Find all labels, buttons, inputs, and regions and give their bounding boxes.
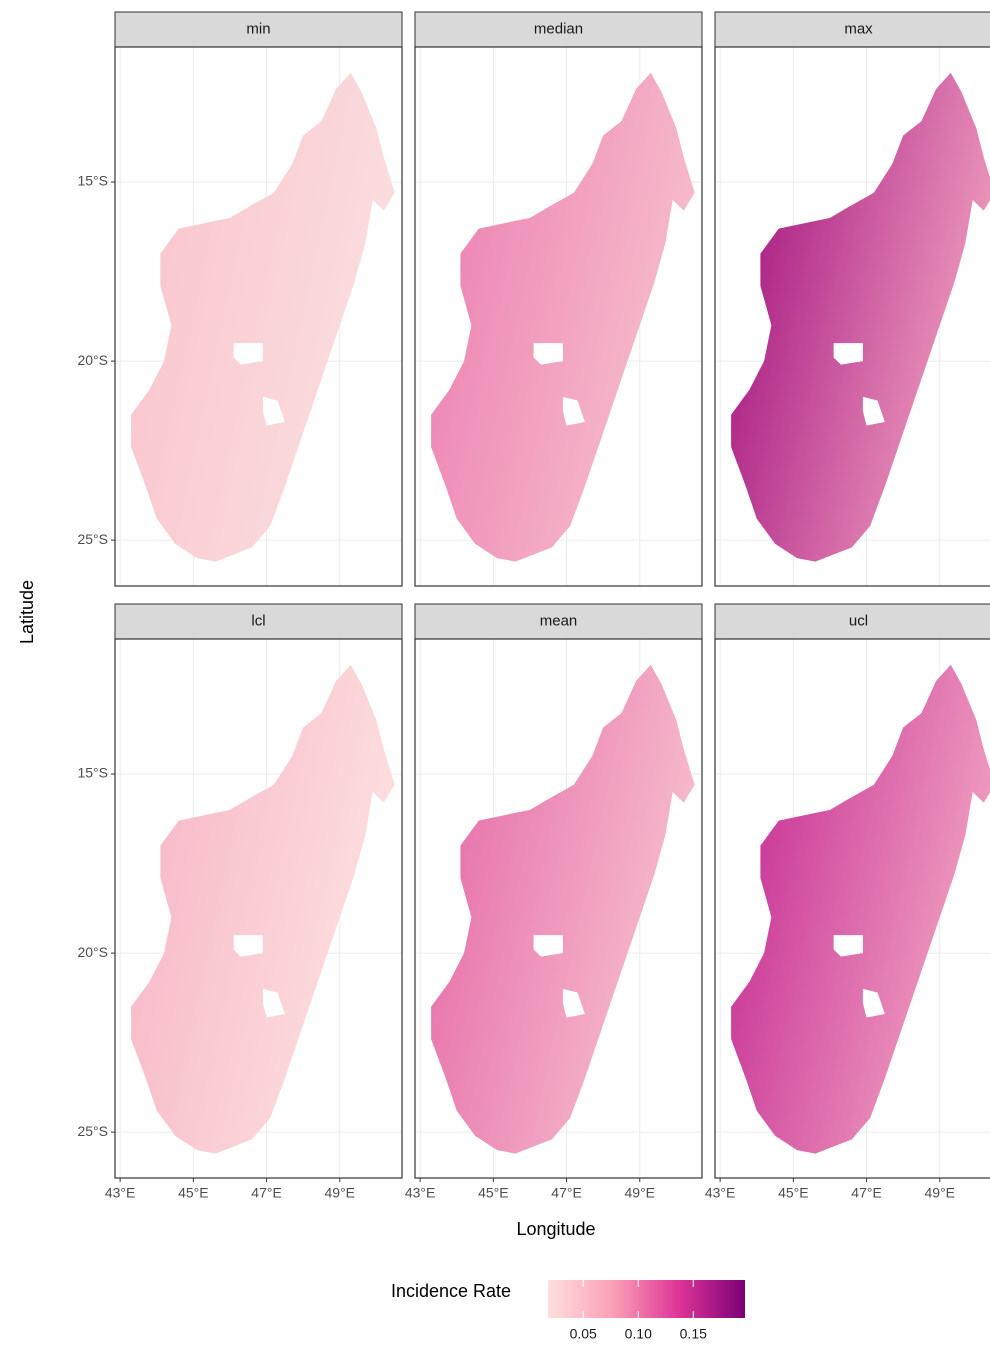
y-tick-label: 15°S xyxy=(77,765,108,781)
lake xyxy=(834,343,863,364)
page: Latitude Longitude Incidence Rate min 15°… xyxy=(0,0,990,1359)
x-tick-label: 43°E xyxy=(105,1185,136,1201)
y-tick-label: 25°S xyxy=(77,531,108,547)
strip-label: median xyxy=(534,20,583,37)
x-tick-label: 43°E xyxy=(705,1185,736,1201)
x-tick-label: 47°E xyxy=(251,1185,282,1201)
lake xyxy=(234,935,263,956)
x-tick-label: 45°E xyxy=(178,1185,209,1201)
x-tick-label: 45°E xyxy=(478,1185,509,1201)
strip-label: mean xyxy=(540,612,578,629)
lake xyxy=(534,343,563,364)
legend-tick-label: 0.15 xyxy=(680,1326,707,1342)
strip-label: ucl xyxy=(849,612,868,629)
x-tick-label: 45°E xyxy=(778,1185,809,1201)
legend-tick-label: 0.10 xyxy=(625,1326,652,1342)
x-tick-label: 47°E xyxy=(851,1185,882,1201)
y-axis-title: Latitude xyxy=(17,580,37,644)
lake xyxy=(234,343,263,364)
strip-label: lcl xyxy=(251,612,265,629)
x-axis-title: Longitude xyxy=(516,1219,595,1239)
x-tick-label: 49°E xyxy=(325,1185,356,1201)
legend-tick-label: 0.05 xyxy=(570,1326,597,1342)
x-tick-label: 49°E xyxy=(625,1185,656,1201)
x-tick-label: 49°E xyxy=(925,1185,956,1201)
strip-label: max xyxy=(844,20,873,37)
strip-label: min xyxy=(246,20,270,37)
y-tick-label: 20°S xyxy=(77,944,108,960)
y-tick-label: 15°S xyxy=(77,173,108,189)
colorbar xyxy=(548,1280,745,1318)
lake xyxy=(834,935,863,956)
y-tick-label: 25°S xyxy=(77,1123,108,1139)
legend-title: Incidence Rate xyxy=(391,1281,511,1301)
x-tick-label: 43°E xyxy=(405,1185,436,1201)
chart: Latitude Longitude Incidence Rate min 15°… xyxy=(0,0,990,1359)
y-tick-label: 20°S xyxy=(77,352,108,368)
x-tick-label: 47°E xyxy=(551,1185,582,1201)
lake xyxy=(534,935,563,956)
